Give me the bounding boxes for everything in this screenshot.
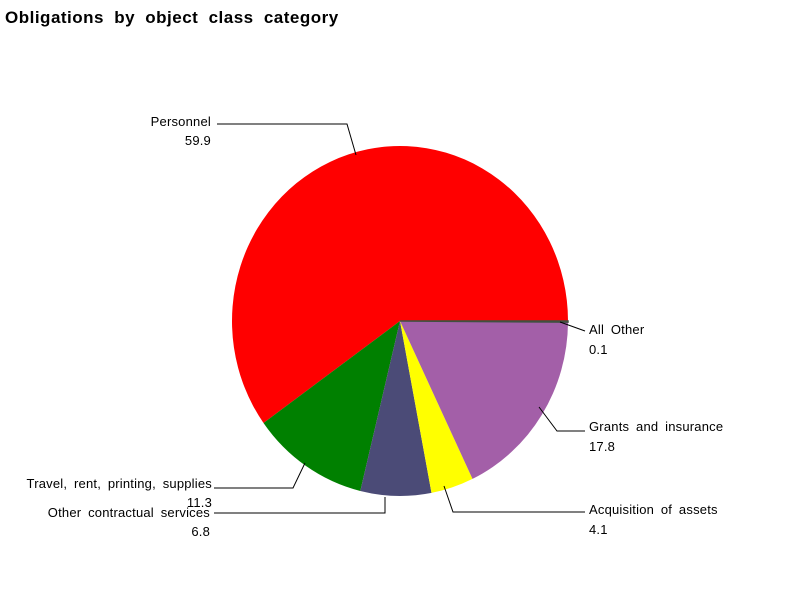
slice-label: All Other <box>589 322 645 337</box>
leader-travel-rent-printing <box>214 462 306 489</box>
slice-value: 4.1 <box>589 522 608 537</box>
pie-slice-5 <box>399 320 569 323</box>
slice-label: Other contractual services <box>47 505 210 520</box>
pie-slice-1 <box>263 321 400 491</box>
leader-all-other <box>559 321 586 332</box>
callout-travel-rent-printing-supplies: Travel, rent, printing, supplies 11.3 <box>27 474 212 512</box>
leader-personnel <box>217 123 357 156</box>
chart-title: Obligations by object class category <box>5 8 339 27</box>
leader-grants-and-insurance <box>538 406 585 432</box>
pie-slice-3 <box>400 321 473 493</box>
callout-grants-and-insurance: Grants and insurance 17.8 <box>589 417 723 457</box>
slice-value: 17.8 <box>589 439 616 454</box>
pie-slice-2 <box>360 321 432 496</box>
leader-other-contractual-services <box>214 497 386 514</box>
callout-all-other: All Other 0.1 <box>589 320 644 360</box>
pie-slice-4 <box>400 321 568 479</box>
slice-label: Acquisition of assets <box>589 502 718 517</box>
slice-label: Travel, rent, printing, supplies <box>26 476 212 491</box>
slice-label: Grants and insurance <box>589 419 724 434</box>
slice-value: 6.8 <box>191 524 210 539</box>
leader-acquisition-of-assets <box>443 485 585 513</box>
slice-value: 0.1 <box>589 342 608 357</box>
callout-other-contractual-services: Other contractual services 6.8 <box>48 503 210 541</box>
pie-slice-0 <box>232 145 568 423</box>
slice-label: Personnel <box>150 114 211 129</box>
slice-value: 59.9 <box>184 133 211 148</box>
callout-personnel: Personnel 59.9 <box>151 112 211 150</box>
slice-value: 11.3 <box>186 495 212 510</box>
callout-acquisition-of-assets: Acquisition of assets 4.1 <box>589 500 718 540</box>
